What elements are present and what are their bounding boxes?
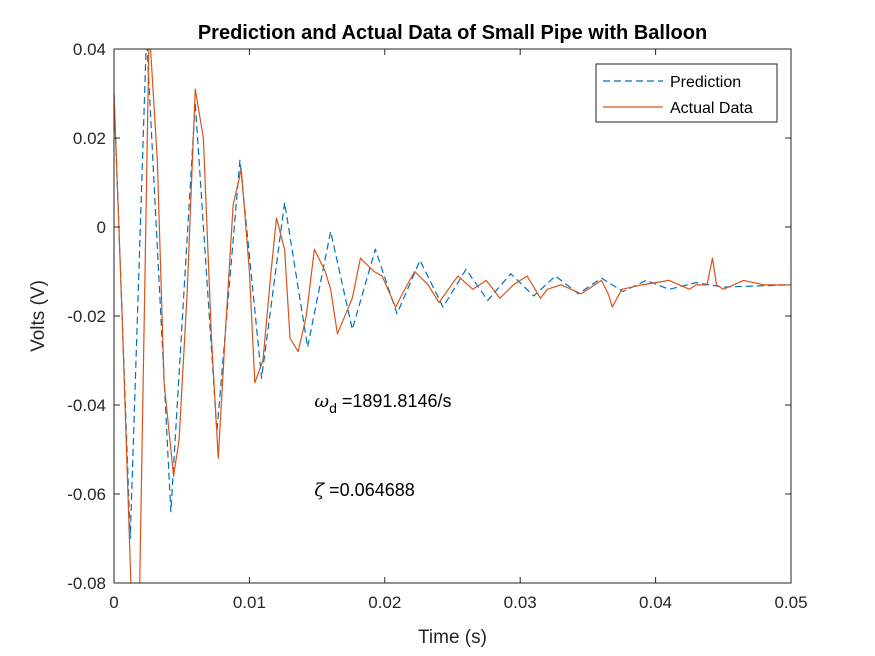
legend: Prediction Actual Data	[595, 63, 778, 123]
annotation-text: ωd =1891.8146/s	[314, 391, 451, 416]
y-tick-label: -0.08	[67, 574, 106, 593]
x-tick-label: 0.04	[639, 593, 672, 612]
series-layer	[114, 49, 791, 583]
y-tick-label: 0.04	[73, 40, 106, 59]
x-tick-label: 0.02	[368, 593, 401, 612]
annotation-text: ζ =0.064688	[314, 480, 414, 501]
x-tick-label: 0	[109, 593, 118, 612]
y-tick-label: -0.04	[67, 396, 106, 415]
legend-label-prediction: Prediction	[670, 74, 741, 91]
x-tick-label: 0.01	[233, 593, 266, 612]
series-line-actual-data	[114, 49, 791, 583]
y-tick-label: -0.06	[67, 485, 106, 504]
x-axis-label: Time (s)	[418, 627, 487, 648]
legend-label-actual-data: Actual Data	[670, 100, 753, 117]
tick-labels-layer: 0 0.01 0.02 0.03 0.04 0.05 -0.08 -0.06 -0.04 -0.0…	[67, 40, 807, 612]
y-tick-label: 0.02	[73, 129, 106, 148]
plot-area	[114, 49, 791, 583]
x-tick-label: 0.03	[504, 593, 537, 612]
ticks-layer	[113, 48, 792, 584]
y-axis-label: Volts (V)	[28, 280, 49, 352]
y-tick-label: -0.02	[67, 307, 106, 326]
x-tick-label: 0.05	[774, 593, 807, 612]
y-tick-label: 0	[97, 218, 106, 237]
chart-title: Prediction and Actual Data of Small Pipe…	[198, 22, 707, 44]
legend-box	[595, 63, 778, 123]
annotations-layer: ωd =1891.8146/s ζ =0.064688	[314, 391, 451, 501]
